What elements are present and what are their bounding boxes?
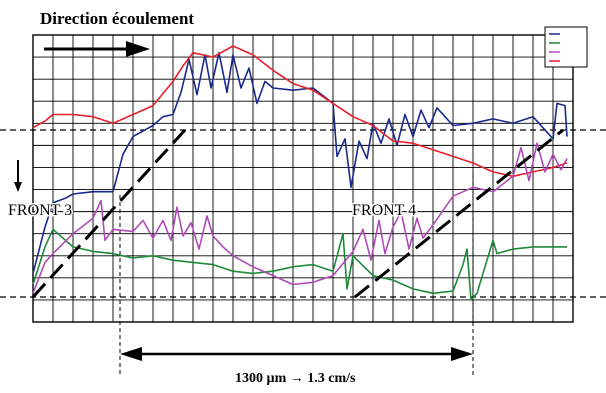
front-3-diagonal (31, 128, 187, 299)
legend (544, 26, 588, 68)
series-lines (32, 45, 568, 301)
chart-title: Direction écoulement (40, 9, 194, 28)
series-line-4 (32, 142, 568, 294)
plot-area (32, 34, 574, 323)
series-line-1 (32, 51, 568, 274)
distance-arrow (120, 347, 473, 361)
front-4-diagonal (354, 128, 564, 299)
front-4-label: FRONT 4 (352, 202, 416, 219)
grid (33, 35, 573, 322)
series-line-3 (32, 228, 567, 301)
flow-direction-arrow (44, 41, 150, 57)
distance-label: 1300 µm → 1.3 cm/s (235, 371, 356, 386)
y-axis-marker (14, 160, 22, 192)
series-line-2 (32, 45, 568, 178)
front-3-label: FRONT 3 (8, 202, 72, 219)
